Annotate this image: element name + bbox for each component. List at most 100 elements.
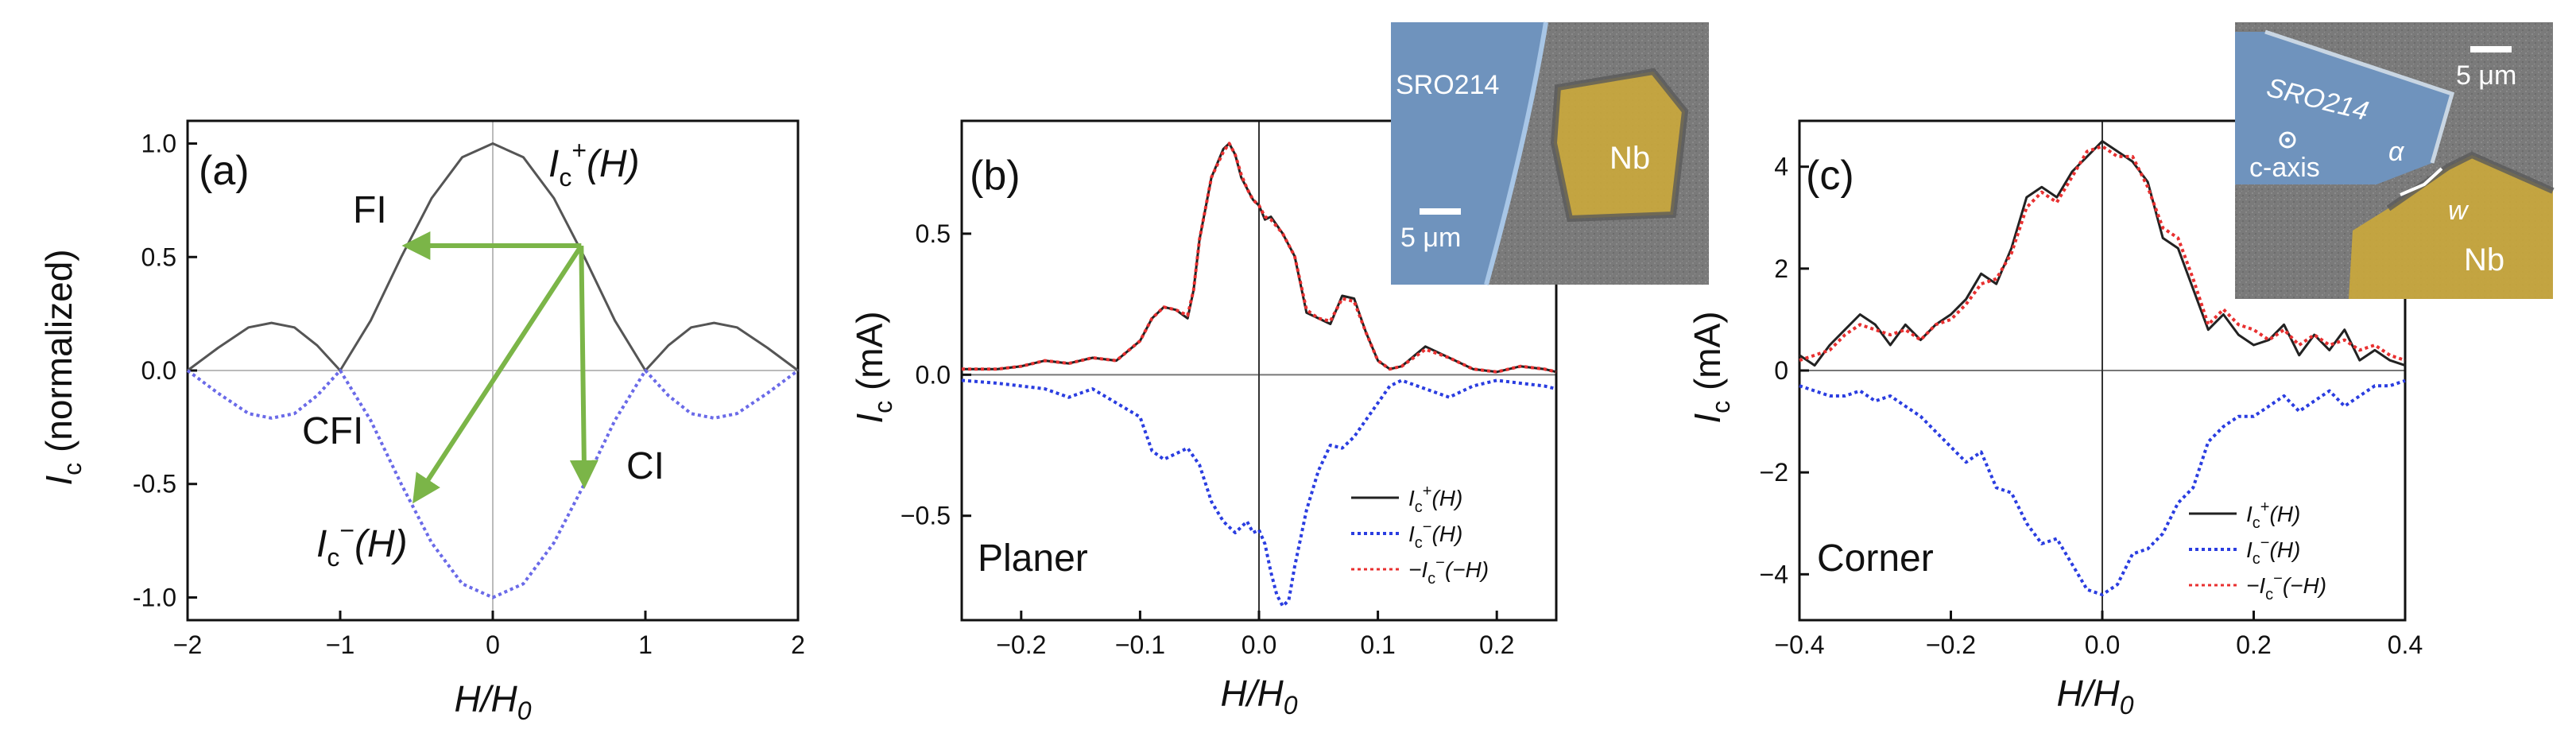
panel-a-ylabel: Ic (normalized) [38,249,87,485]
legend-neg-ic-minus-sub: c [2265,586,2273,603]
panel-a-letter: (a) [199,148,250,194]
sem-scale-label: 5 μm [1400,223,1461,253]
legend-ic-plus-sup: + [2260,499,2270,516]
y-tick-label: 1.0 [141,130,176,158]
panel-a-series [186,142,800,599]
x-tick-label: −1 [326,630,354,659]
legend-neg-ic-minus-prefix: − [2246,573,2259,598]
panel-c-xlabel-main: H/H [2056,673,2120,714]
label-ic-plus-main: I [548,143,559,185]
panel-a-xlabel-sub: 0 [517,696,532,725]
x-tick-label: 0.0 [2085,630,2120,659]
legend-ic-plus: Ic+(H) [2246,499,2300,532]
legend-ic-minus: Ic−(H) [2246,534,2300,568]
legend-neg-ic-minus-sup: − [2273,570,2283,588]
sem-sro-edge [2264,29,2455,164]
legend-ic-minus-sup: − [2260,534,2270,552]
y-tick-label: −2 [1760,458,1788,487]
x-tick-label: 0.2 [2236,630,2271,659]
panel-c-letter: (c) [1806,153,1854,199]
label-ic-minus-sup: − [339,516,354,545]
x-tick-label: 0.4 [2388,630,2423,659]
panel-c-xlabel-sub: 0 [2120,691,2134,720]
x-tick-label: −2 [173,630,202,659]
y-tick-label: 0.5 [916,219,951,248]
panel-c-ticks: −0.4 −0.2 0.0 0.2 0.4 4 2 0 −2 −4 [1760,153,2423,659]
sem-sro-region [1391,22,1546,285]
panel-a: −2 −1 0 1 2 1.0 0.5 0.0 -0.5 -1.0 (a) FI CFI CI I… [38,119,805,725]
panel-b-sem-inset: SRO214 Nb 5 μm [1391,21,1709,285]
panel-b-xlabel: H/H0 [1220,673,1297,720]
legend-neg-ic-minus: −Ic−(−H) [1408,554,1489,588]
legend-ic-minus: Ic−(H) [1408,518,1462,552]
series-line-ic-h- [1799,378,2406,596]
panel-c-ylabel-sub: c [1706,401,1735,413]
y-tick-label: 0.0 [916,360,951,389]
legend-ic-plus-sub: c [1415,499,1423,516]
panel-b-xlabel-main: H/H [1220,673,1284,714]
label-ic-minus-sub: c [327,543,339,572]
panel-a-ticks: −2 −1 0 1 2 1.0 0.5 0.0 -0.5 -1.0 [133,130,805,659]
legend-ic-plus-arg: (H) [2269,502,2300,526]
x-tick-label: −0.4 [1774,630,1824,659]
legend-ic-plus-sub: c [2253,514,2260,532]
legend-neg-ic-minus-main: I [2259,573,2265,598]
legend-neg-ic-minus-main: I [1421,557,1427,582]
label-cfi: CFI [302,410,363,452]
panel-b: −0.2 −0.1 0.0 0.1 0.2 0.5 0.0 −0.5 (b) Planer I… [849,21,1709,720]
panel-b-series [961,142,1557,608]
sem-nb-edge [1550,68,1689,223]
panel-a-xlabel-main: H/H [454,678,517,720]
panel-c-sample-label: Corner [1817,537,1934,580]
panel-b-xlabel-sub: 0 [1284,691,1298,720]
y-tick-label: 2 [1774,254,1788,283]
panel-c-ylabel-main: I [1687,413,1728,424]
x-tick-label: 1 [638,630,653,659]
panel-c-xlabel: H/H0 [2056,673,2133,720]
legend-ic-minus-sup: − [1423,518,1432,536]
panel-a-xlabel: H/H0 [454,678,531,725]
x-tick-label: −0.1 [1115,630,1165,659]
label-ic-minus-arg: (H) [354,523,408,565]
y-tick-label: 0.5 [141,242,176,271]
panel-c-legend: Ic+(H) Ic−(H) −Ic−(−H) [2189,499,2326,603]
series-line-ic-h- [1799,140,2406,367]
sem-c-axis-dot-icon [2279,131,2296,149]
legend-ic-minus-arg: (H) [2269,537,2300,562]
y-tick-label: 4 [1774,153,1788,181]
legend-neg-ic-minus-sub: c [1427,570,1435,588]
y-tick-label: −0.5 [901,502,951,530]
sem-c-axis-label: c-axis [2249,153,2320,183]
legend-neg-ic-minus-arg: (−H) [1445,557,1489,582]
panel-b-legend: Ic+(H) Ic−(H) −Ic−(−H) [1351,483,1489,588]
panel-c-sem-inset: SRO214 c-axis α w Nb 5 μm [2235,22,2555,299]
sem-nb-label: Nb [1610,141,1650,176]
label-ic-plus-sup: + [571,136,587,165]
panel-a-arrows [401,231,598,504]
panel-b-ylabel-sub: c [869,401,897,413]
legend-neg-ic-minus-arg: (−H) [2283,573,2326,598]
legend-ic-minus-sub: c [1415,534,1423,552]
panel-a-zero-lines [188,121,798,620]
legend-ic-minus-arg: (H) [1431,522,1462,546]
y-tick-label: −4 [1760,560,1788,588]
sem-nb-region [2349,155,2553,299]
y-tick-label: -0.5 [133,470,176,499]
panel-b-ticks: −0.2 −0.1 0.0 0.1 0.2 0.5 0.0 −0.5 [901,219,1515,659]
label-ic-minus-main: I [316,523,327,565]
x-tick-label: −0.2 [996,630,1046,659]
panel-c-ylabel: Ic (mA) [1687,311,1735,423]
x-tick-label: −0.2 [1926,630,1976,659]
sem-scale-label: 5 μm [2456,60,2516,91]
panel-c-series [1799,140,2406,596]
panel-c-ylabel-rest: (mA) [1687,311,1728,400]
legend-neg-ic-minus-sup: − [1435,554,1445,572]
label-fi: FI [353,189,387,231]
sem-sro-edge [1484,21,1548,285]
legend-ic-plus-arg: (H) [1431,486,1462,510]
panel-a-ylabel-rest: (normalized) [38,249,79,462]
sem-w-label: w [2448,196,2469,226]
y-tick-label: -1.0 [133,583,176,611]
